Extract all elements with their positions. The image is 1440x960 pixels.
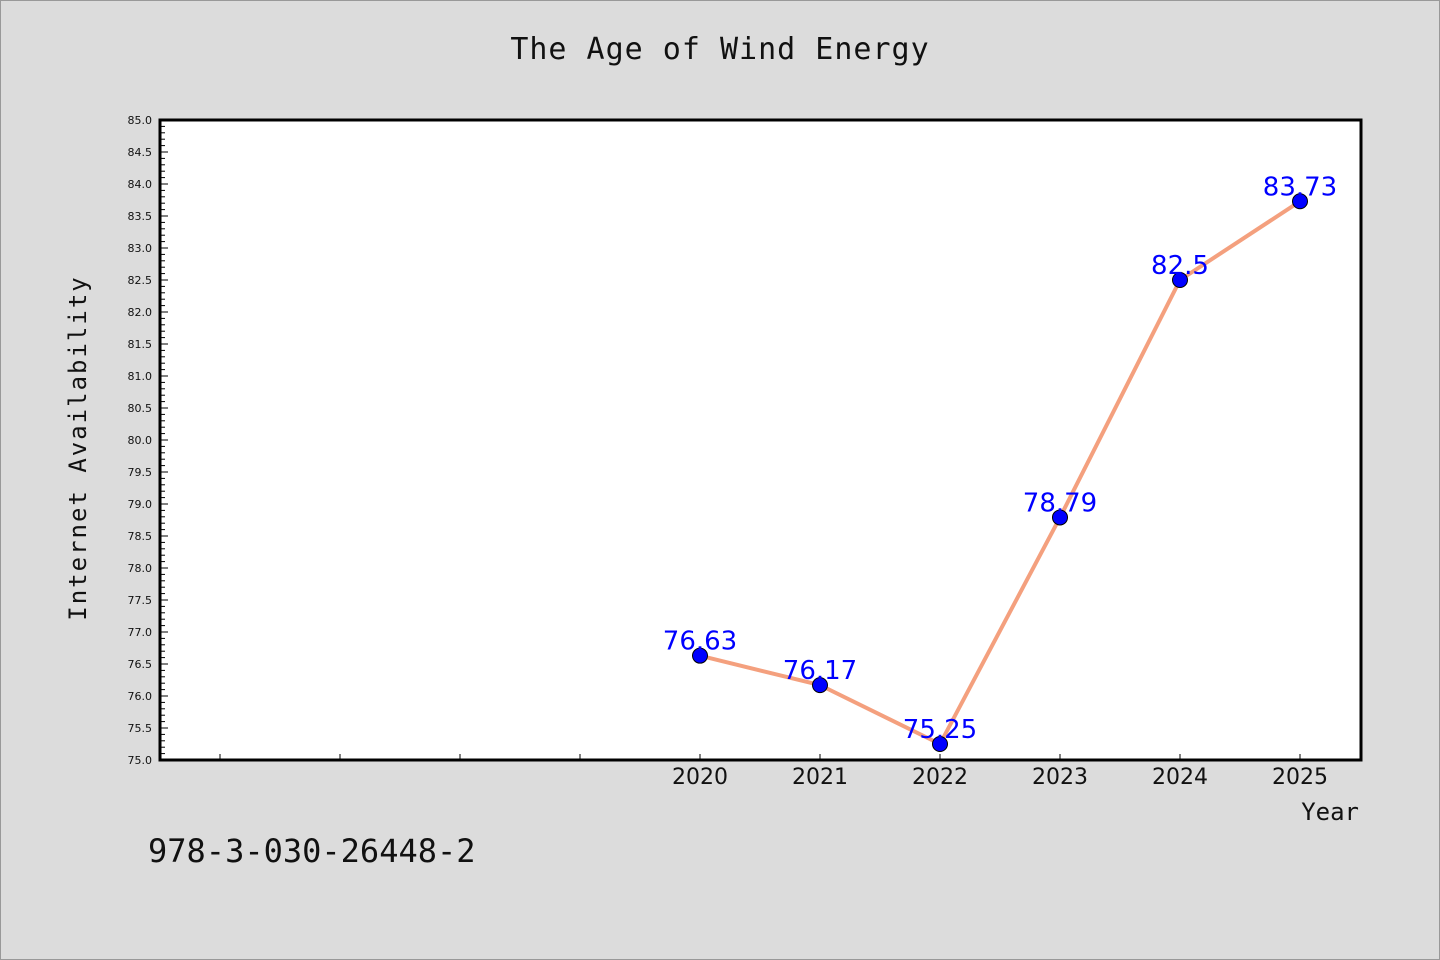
- y-tick-label: 82.5: [128, 274, 153, 287]
- y-tick-label: 78.0: [128, 562, 153, 575]
- x-tick-label: 2021: [792, 765, 848, 790]
- series-line: [699, 199, 1302, 746]
- data-label: 82.5: [1151, 251, 1209, 281]
- data-label: 78.79: [1023, 488, 1097, 518]
- chart-title: The Age of Wind Energy: [510, 32, 930, 67]
- y-tick-label: 85.0: [128, 114, 153, 127]
- y-tick-label: 79.5: [128, 466, 153, 479]
- y-tick-label: 75.5: [128, 722, 153, 735]
- x-tick-label: 2024: [1152, 765, 1208, 790]
- isbn-code: 978-3-030-26448-2: [148, 832, 476, 870]
- y-tick-label: 75.0: [128, 754, 153, 767]
- data-point: [1052, 509, 1068, 526]
- x-axis: 2020 2021 2022 2023 2024 2025: [219, 754, 1328, 790]
- data-label: 76.17: [783, 656, 857, 686]
- data-point: [932, 736, 948, 752]
- y-tick-label: 78.5: [128, 530, 153, 543]
- data-point: [812, 677, 828, 694]
- plot-area: [158, 118, 1363, 762]
- data-label: 76.63: [663, 627, 737, 657]
- y-tick-label: 80.0: [128, 434, 153, 447]
- y-tick-label: 81.0: [128, 370, 153, 383]
- y-tick-label: 77.5: [128, 594, 153, 607]
- x-tick-label: 2022: [912, 765, 968, 790]
- data-point: [692, 647, 708, 664]
- y-tick-label: 76.5: [128, 658, 153, 671]
- x-tick-label: 2020: [672, 765, 728, 790]
- y-axis-label: Internet Availability: [64, 275, 92, 620]
- x-tick-label: 2023: [1032, 765, 1088, 790]
- y-tick-label: 76.0: [128, 690, 153, 703]
- series: 76.63 76.17 75.25 78.79 82.5 83.73: [663, 172, 1337, 752]
- y-tick-label: 79.0: [128, 498, 153, 511]
- y-tick-label: 84.0: [128, 178, 153, 191]
- data-label: 75.25: [903, 715, 977, 745]
- y-tick-label: 84.5: [128, 146, 153, 159]
- y-tick-label: 83.0: [128, 242, 153, 255]
- y-tick-label: 80.5: [128, 402, 153, 415]
- data-point: [1172, 272, 1188, 288]
- x-tick-label: 2025: [1272, 765, 1328, 790]
- y-tick-label: 82.0: [128, 306, 153, 319]
- x-axis-label: Year: [1301, 798, 1359, 826]
- y-tick-label: 81.5: [128, 338, 153, 351]
- y-axis: 75.0 75.5 76.0 76.5 77.0 77.5 78.0 78.5 79.0 79.5…: [128, 114, 168, 767]
- y-tick-label: 77.0: [128, 626, 153, 639]
- data-label: 83.73: [1263, 172, 1337, 202]
- y-tick-label: 83.5: [128, 210, 153, 223]
- data-point: [1292, 193, 1308, 210]
